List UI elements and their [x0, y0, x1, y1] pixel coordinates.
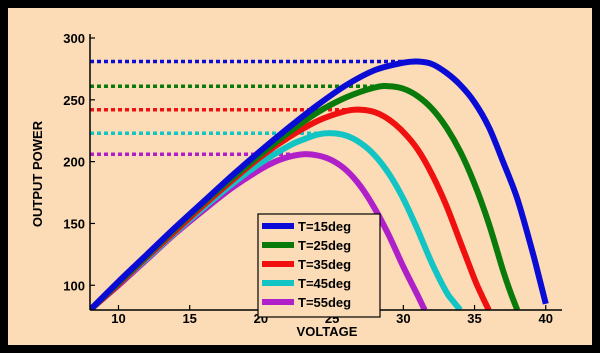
- x-tick-label: 30: [396, 311, 410, 326]
- legend-label-5: T=55deg: [298, 295, 351, 310]
- y-tick-label: 100: [63, 278, 85, 293]
- y-axis-title: OUTPUT POWER: [30, 120, 45, 227]
- x-tick-label: 15: [182, 311, 196, 326]
- x-tick-label: 10: [111, 311, 125, 326]
- x-tick-label: 40: [539, 311, 553, 326]
- y-tick-label: 250: [63, 93, 85, 108]
- x-tick-label: 35: [467, 311, 481, 326]
- legend-label-3: T=35deg: [298, 257, 351, 272]
- legend-label-1: T=15deg: [298, 219, 351, 234]
- y-tick-label: 300: [63, 31, 85, 46]
- legend-label-4: T=45deg: [298, 276, 351, 291]
- y-tick-label: 150: [63, 216, 85, 231]
- legend-label-2: T=25deg: [298, 238, 351, 253]
- x-axis-title: VOLTAGE: [297, 324, 358, 339]
- series-line-1: [90, 58, 549, 310]
- y-tick-label: 200: [63, 155, 85, 170]
